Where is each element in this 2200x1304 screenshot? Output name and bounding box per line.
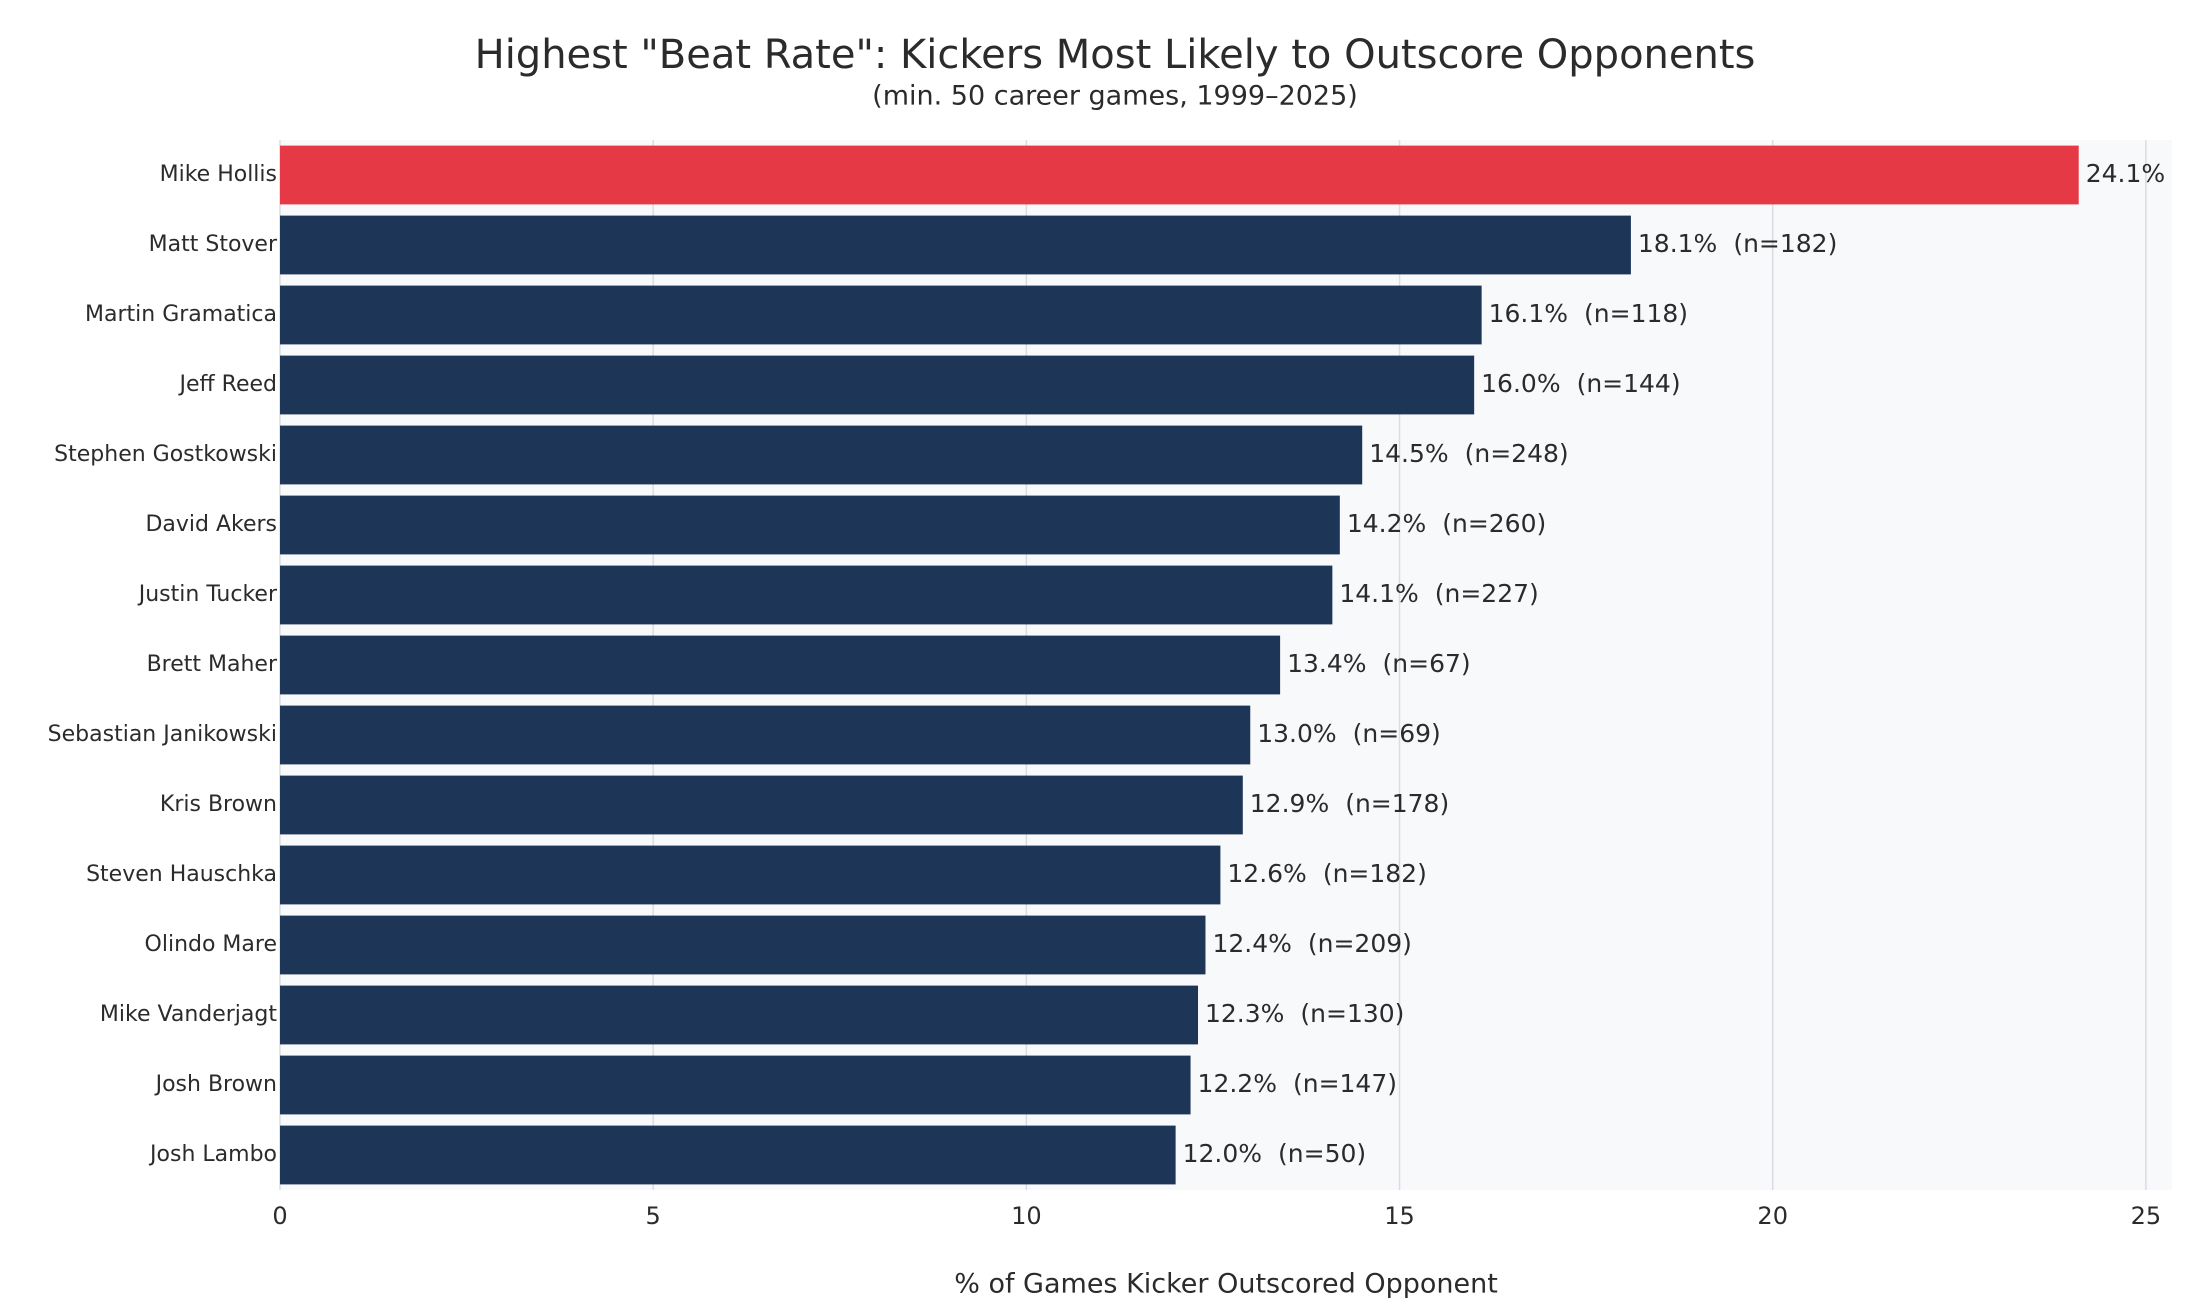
y-tick-label: Kris Brown [160, 792, 277, 817]
bar [280, 145, 2079, 205]
value-label: 12.2% (n=147) [1198, 1069, 1397, 1098]
x-tick-label: 20 [1757, 1202, 1788, 1230]
value-label: 24.1% [2086, 159, 2165, 188]
x-tick-label: 10 [1011, 1202, 1042, 1230]
value-label: 12.6% (n=182) [1227, 859, 1426, 888]
bar [280, 705, 1251, 765]
value-label-percent: 12.4% [1212, 929, 1291, 958]
value-label: 12.9% (n=178) [1250, 789, 1449, 818]
value-label-percent: 24.1% [2086, 159, 2165, 188]
value-label-sample: (n=227) [1435, 579, 1539, 608]
value-label-sample: (n=69) [1353, 719, 1441, 748]
value-label-sample: (n=260) [1442, 509, 1546, 538]
bar [280, 425, 1363, 485]
value-label-percent: 16.0% [1481, 369, 1560, 398]
value-label: 16.1% (n=118) [1489, 299, 1688, 328]
value-label-sample: (n=182) [1323, 859, 1427, 888]
y-tick-label: Matt Stover [149, 232, 278, 257]
value-label-sample: (n=147) [1293, 1069, 1397, 1098]
y-tick-label: Justin Tucker [137, 582, 278, 607]
y-tick-label: Jeff Reed [177, 372, 277, 397]
bar [280, 1055, 1191, 1115]
value-label-sample: (n=182) [1733, 229, 1837, 258]
value-label-percent: 14.1% [1339, 579, 1418, 608]
y-tick-label: Stephen Gostkowski [54, 442, 277, 467]
y-tick-label: Olindo Mare [145, 932, 277, 957]
value-label-sample: (n=209) [1308, 929, 1412, 958]
value-label-sample: (n=118) [1584, 299, 1688, 328]
value-label-percent: 12.2% [1198, 1069, 1277, 1098]
x-axis-label: % of Games Kicker Outscored Opponent [954, 1269, 1498, 1300]
y-tick-label: Mike Vanderjagt [100, 1002, 277, 1027]
x-tick-label: 0 [272, 1202, 287, 1230]
y-tick-label: Josh Brown [154, 1072, 277, 1097]
value-label-percent: 14.2% [1347, 509, 1426, 538]
value-label: 18.1% (n=182) [1638, 229, 1837, 258]
x-tick-label: 25 [2131, 1202, 2162, 1230]
bar [280, 845, 1221, 905]
y-tick-label: Mike Hollis [160, 162, 277, 187]
bar [280, 1125, 1176, 1185]
y-tick-label: Sebastian Janikowski [48, 722, 277, 747]
y-tick-label: Brett Maher [147, 652, 278, 677]
bar [280, 285, 1482, 345]
value-label: 14.5% (n=248) [1369, 439, 1568, 468]
bar [280, 635, 1281, 695]
bar [280, 915, 1206, 975]
value-label-sample: (n=50) [1278, 1139, 1366, 1168]
value-label: 12.3% (n=130) [1205, 999, 1404, 1028]
value-label-percent: 12.3% [1205, 999, 1284, 1028]
value-label-sample: (n=178) [1345, 789, 1449, 818]
chart-subtitle: (min. 50 career games, 1999–2025) [872, 81, 1358, 112]
value-label-sample: (n=144) [1577, 369, 1681, 398]
value-label-percent: 16.1% [1489, 299, 1568, 328]
value-label-sample: (n=67) [1383, 649, 1471, 678]
bar [280, 775, 1243, 835]
chart-title: Highest "Beat Rate": Kickers Most Likely… [475, 32, 1756, 78]
value-label-percent: 18.1% [1638, 229, 1717, 258]
y-tick-label: David Akers [145, 512, 277, 537]
x-tick-label: 5 [646, 1202, 661, 1230]
bar [280, 215, 1631, 275]
y-tick-label: Josh Lambo [148, 1142, 277, 1167]
value-label: 13.0% (n=69) [1257, 719, 1441, 748]
bar [280, 985, 1199, 1045]
value-label: 12.0% (n=50) [1183, 1139, 1367, 1168]
y-tick-label: Martin Gramatica [85, 302, 277, 327]
value-label-sample: (n=248) [1465, 439, 1569, 468]
bar [280, 565, 1333, 625]
bar [280, 355, 1475, 415]
value-label-percent: 12.6% [1227, 859, 1306, 888]
value-label: 14.2% (n=260) [1347, 509, 1546, 538]
value-label: 16.0% (n=144) [1481, 369, 1680, 398]
value-label-percent: 13.4% [1287, 649, 1366, 678]
y-tick-label: Steven Hauschka [86, 862, 277, 887]
value-label-sample: (n=130) [1300, 999, 1404, 1028]
value-label-percent: 12.9% [1250, 789, 1329, 818]
value-label-percent: 13.0% [1257, 719, 1336, 748]
value-label: 14.1% (n=227) [1339, 579, 1538, 608]
bar [280, 495, 1340, 555]
value-label-percent: 14.5% [1369, 439, 1448, 468]
value-label-percent: 12.0% [1183, 1139, 1262, 1168]
x-tick-label: 15 [1384, 1202, 1415, 1230]
value-label: 12.4% (n=209) [1212, 929, 1411, 958]
value-label: 13.4% (n=67) [1287, 649, 1471, 678]
